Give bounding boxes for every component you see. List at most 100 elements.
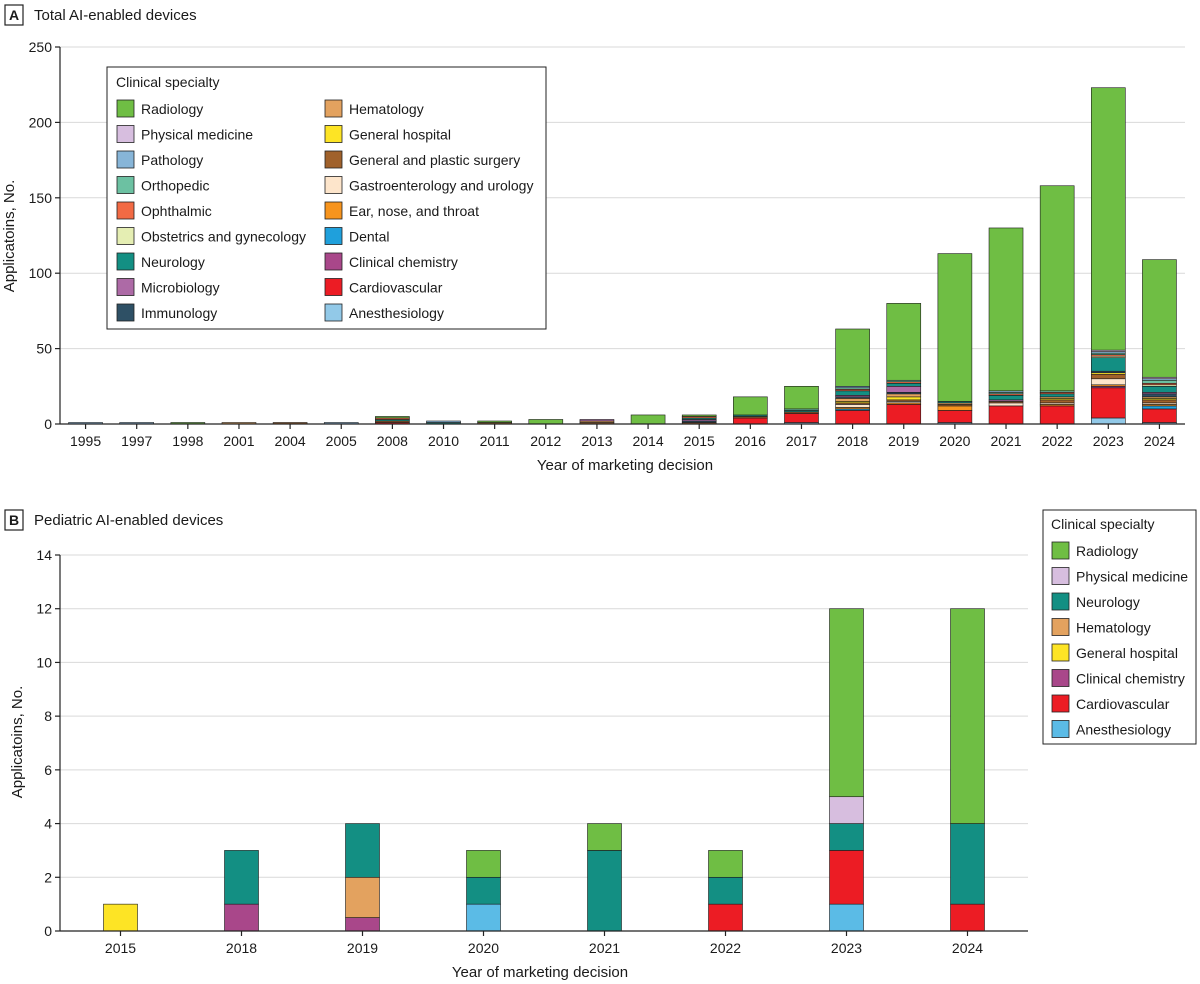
y-tick-label: 10 <box>36 654 52 670</box>
panel-b-header: B Pediatric AI-enabled devices <box>4 509 223 531</box>
bar-segment-cardiovascular <box>886 404 922 425</box>
legend-label: Radiology <box>141 101 203 117</box>
bar-segment-cardiovascular <box>1142 408 1177 423</box>
bar-segment-radiology <box>886 303 922 381</box>
legend-label: Cardiovascular <box>1076 696 1170 712</box>
bar-segment-radiology <box>708 850 743 878</box>
bar-segment-radiology <box>477 420 512 423</box>
bar-segment-orthopedic <box>1142 379 1177 384</box>
legend-label: Clinical chemistry <box>349 254 458 270</box>
legend-label: Ear, nose, and throat <box>349 203 479 219</box>
y-tick-label: 12 <box>36 601 52 617</box>
x-tick-label: 2005 <box>326 433 357 449</box>
bar-segment-microbiology <box>886 385 922 393</box>
bar-segment-general-and-plastic-surgery <box>1142 399 1177 404</box>
bar-segment-microbiology <box>579 419 615 422</box>
x-tick-label: 2022 <box>710 940 741 956</box>
legend-label: Neurology <box>141 254 205 270</box>
legend-label: Hematology <box>349 101 424 117</box>
x-tick-label: 2019 <box>347 940 378 956</box>
legend-swatch <box>1051 643 1070 662</box>
panel-a-legend-title: Clinical specialty <box>116 74 219 90</box>
x-tick-label: 2001 <box>223 433 254 449</box>
y-tick-label: 150 <box>29 190 53 206</box>
bar-segment-general-hospital <box>103 903 138 932</box>
panel-b-legend-items: Radiology Physical medicine Neurology Hemat… <box>1051 541 1188 738</box>
x-tick-label: 2008 <box>377 433 408 449</box>
x-tick-label: 2015 <box>684 433 715 449</box>
bar-segment-gastroenterology-and-urology <box>988 402 1024 407</box>
x-tick-label: 2010 <box>428 433 459 449</box>
bar-segment-radiology <box>835 328 870 387</box>
legend-swatch <box>1051 567 1070 585</box>
bar-segment-neurology <box>886 382 922 387</box>
bar-segment-radiology <box>630 414 666 425</box>
panel-a-title: Total AI-enabled devices <box>34 7 197 24</box>
legend-swatch <box>324 278 343 296</box>
x-tick-label: 2017 <box>786 433 817 449</box>
x-tick-label: 2020 <box>939 433 970 449</box>
bar-segment-radiology <box>1039 185 1075 392</box>
x-tick-label: 2018 <box>837 433 868 449</box>
bar-segment-cardiovascular <box>784 413 819 423</box>
y-tick-label: 0 <box>44 923 52 939</box>
panel-b-legend-title: Clinical specialty <box>1051 516 1154 532</box>
y-tick-label: 6 <box>44 762 52 778</box>
x-tick-label: 2011 <box>480 433 510 449</box>
bar-segment-radiology <box>681 414 717 417</box>
bar-segment-anesthesiology <box>829 903 864 932</box>
bar-segment-cardiovascular <box>733 417 768 425</box>
x-tick-label: 2023 <box>1093 433 1124 449</box>
legend-label: Obstetrics and gynecology <box>141 229 306 245</box>
legend-label: General hospital <box>349 127 451 143</box>
bar-segment-radiology <box>988 227 1024 392</box>
legend-label: Neurology <box>1076 594 1140 610</box>
y-tick-label: 14 <box>36 547 52 563</box>
bar-segment-radiology <box>528 419 564 425</box>
bar-segment-radiology <box>466 850 501 878</box>
bar-segment-cardiovascular <box>708 903 743 932</box>
legend-swatch <box>1051 618 1070 636</box>
x-tick-label: 2021 <box>589 940 620 956</box>
legend-label: Dental <box>349 229 389 245</box>
bar-segment-radiology <box>375 416 410 419</box>
bar-segment-radiology <box>733 396 768 416</box>
x-tick-label: 2016 <box>735 433 766 449</box>
legend-label: Clinical chemistry <box>1076 671 1185 687</box>
panel-a-label-box <box>4 4 24 26</box>
legend-swatch <box>1051 592 1070 611</box>
panel-a-legend: Clinical specialty Radiology Physical med… <box>106 66 547 330</box>
legend-label: Physical medicine <box>1076 569 1188 585</box>
legend-swatch <box>324 125 343 143</box>
bar-segment-radiology <box>950 608 985 824</box>
legend-label: Pathology <box>141 152 203 168</box>
bar-segment-neurology <box>829 823 864 851</box>
legend-swatch <box>324 99 343 118</box>
bar-segment-cardiovascular <box>1039 405 1075 425</box>
bar-segment-neurology <box>1142 385 1177 393</box>
legend-label: Immunology <box>141 305 217 321</box>
panel-a-chart: 0 50 100 150 200 250 1995 1997 1998 2001 2004 2005 2… <box>29 39 1185 449</box>
bar-segment-gastroenterology-and-urology <box>835 404 870 408</box>
bar-segment-general-and-plastic-surgery <box>1090 373 1126 380</box>
bar-segment-cardiovascular <box>937 410 973 423</box>
panel-b-label-box <box>4 509 24 531</box>
bar-segment-cardiovascular <box>829 850 864 905</box>
legend-swatch <box>1051 694 1070 713</box>
bar-segment-radiology <box>1090 87 1126 351</box>
bar-segment-anesthesiology <box>466 903 501 932</box>
x-tick-label: 2019 <box>888 433 919 449</box>
x-tick-label: 2020 <box>468 940 499 956</box>
y-tick-label: 8 <box>44 708 52 724</box>
legend-label: Physical medicine <box>141 127 253 143</box>
legend-swatch <box>116 227 135 245</box>
x-tick-label: 2018 <box>226 940 257 956</box>
bar-segment-radiology <box>829 608 864 798</box>
bar-segment-anesthesiology <box>1090 417 1126 425</box>
bar-segment-neurology <box>587 850 622 932</box>
x-tick-label: 2024 <box>1144 433 1175 449</box>
bar-segment-neurology <box>1090 357 1126 372</box>
x-tick-label: 2024 <box>952 940 983 956</box>
bar-segment-gastroenterology-and-urology <box>1090 378 1126 386</box>
